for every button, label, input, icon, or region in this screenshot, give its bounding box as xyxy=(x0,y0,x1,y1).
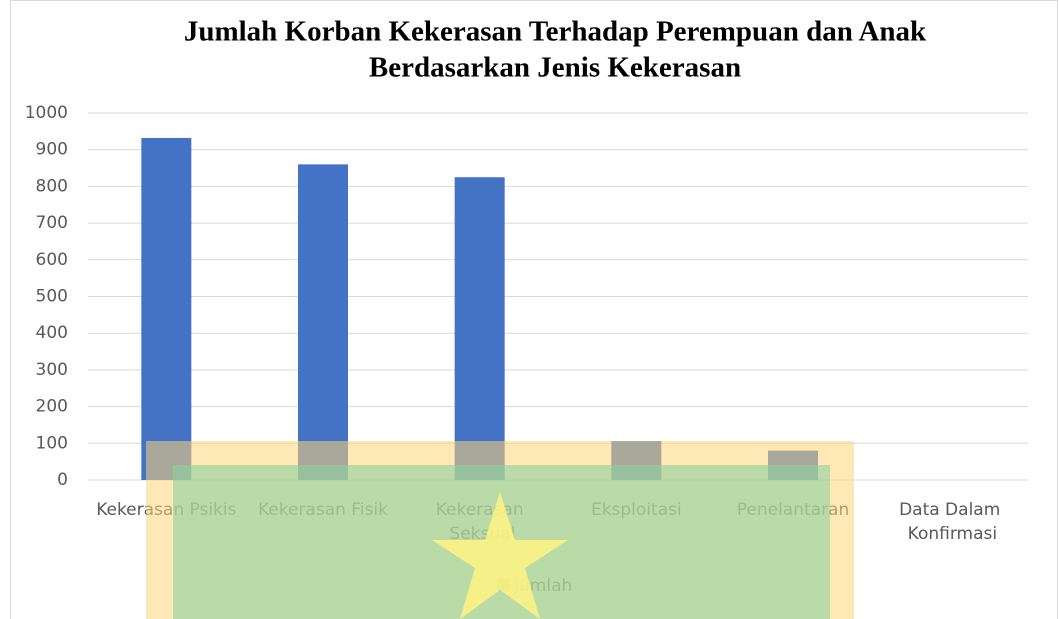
y-tick-label: 0 xyxy=(57,470,68,490)
y-tick-label: 200 xyxy=(36,397,68,417)
y-tick-label: 600 xyxy=(36,250,68,270)
bar xyxy=(454,177,505,480)
chart-title: Berdasarkan Jenis Kekerasan xyxy=(369,52,741,84)
bar xyxy=(298,164,348,480)
chart-title: Jumlah Korban Kekerasan Terhadap Perempu… xyxy=(184,16,927,48)
y-tick-label: 800 xyxy=(36,176,68,196)
y-tick-label: 1000 xyxy=(25,103,68,123)
y-tick-label: 500 xyxy=(36,287,68,307)
y-tick-label: 100 xyxy=(36,433,68,453)
star xyxy=(432,492,568,619)
y-tick-label: 700 xyxy=(36,213,68,233)
x-tick-label: Data Dalam Konfirmasi xyxy=(899,500,1000,544)
y-tick-label: 400 xyxy=(36,323,68,343)
bar xyxy=(141,137,192,480)
y-tick-label: 900 xyxy=(36,140,68,160)
overlay xyxy=(146,441,854,619)
y-tick-label: 300 xyxy=(36,360,68,380)
